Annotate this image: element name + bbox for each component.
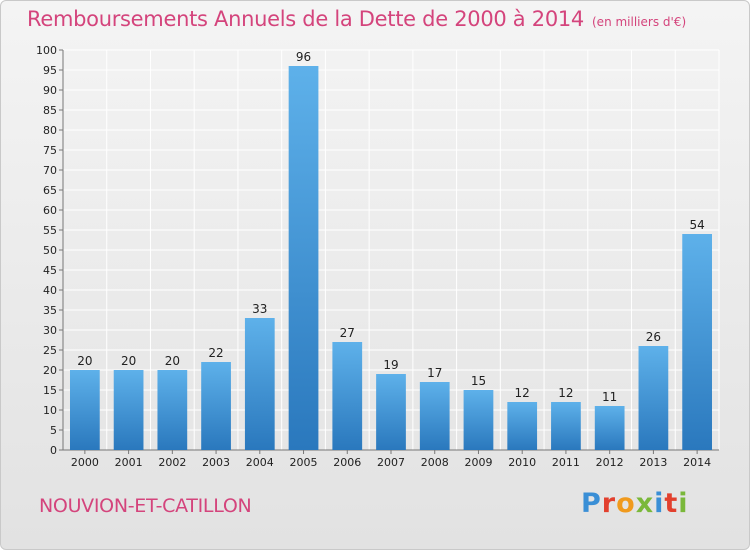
y-tick-label: 50 <box>43 244 57 257</box>
data-label: 19 <box>383 358 398 372</box>
data-label: 27 <box>340 326 355 340</box>
bar <box>419 382 450 450</box>
logo-letter: i <box>654 488 665 519</box>
logo-letter: x <box>635 488 655 519</box>
data-label: 20 <box>165 354 180 368</box>
x-tick-label: 2007 <box>377 456 405 469</box>
x-tick-label: 2012 <box>596 456 624 469</box>
data-label: 17 <box>427 366 442 380</box>
y-tick-label: 60 <box>43 204 57 217</box>
bar <box>638 346 669 450</box>
x-tick-label: 2006 <box>333 456 361 469</box>
logo-letter: i <box>678 488 689 519</box>
bar <box>682 234 713 450</box>
y-tick-label: 55 <box>43 224 57 237</box>
bar <box>507 402 538 450</box>
y-tick-label: 100 <box>36 44 57 57</box>
y-tick-label: 45 <box>43 264 57 277</box>
x-tick-label: 2011 <box>552 456 580 469</box>
x-tick-label: 2009 <box>464 456 492 469</box>
y-tick-label: 30 <box>43 324 57 337</box>
y-tick-label: 95 <box>43 64 57 77</box>
data-label: 12 <box>515 386 530 400</box>
data-label: 96 <box>296 50 311 64</box>
data-label: 11 <box>602 390 617 404</box>
x-tick-label: 2010 <box>508 456 536 469</box>
data-label: 12 <box>558 386 573 400</box>
bar <box>113 370 144 450</box>
bar <box>69 370 100 450</box>
title-unit: (en milliers d'€) <box>592 15 687 29</box>
data-label: 20 <box>77 354 92 368</box>
y-tick-label: 5 <box>50 424 57 437</box>
x-tick-label: 2013 <box>639 456 667 469</box>
bar <box>551 402 581 450</box>
bar <box>332 342 363 450</box>
y-tick-label: 90 <box>43 84 57 97</box>
bar <box>244 318 275 450</box>
y-tick-label: 10 <box>43 404 57 417</box>
y-tick-label: 0 <box>50 444 57 457</box>
title-text: Remboursements Annuels de la Dette de 20… <box>27 7 584 31</box>
logo-letter: o <box>616 488 636 519</box>
bar <box>288 66 319 450</box>
x-tick-label: 2002 <box>158 456 186 469</box>
x-tick-label: 2008 <box>421 456 449 469</box>
y-tick-label: 70 <box>43 164 57 177</box>
data-label: 20 <box>121 354 136 368</box>
data-label: 26 <box>646 330 661 344</box>
y-tick-label: 40 <box>43 284 57 297</box>
logo-letter: P <box>581 488 602 519</box>
chart-title: Remboursements Annuels de la Dette de 20… <box>27 7 686 31</box>
y-tick-label: 75 <box>43 144 57 157</box>
logo-letter: t <box>664 488 679 519</box>
proxiti-logo: Proxiti <box>581 488 689 519</box>
y-tick-label: 20 <box>43 364 57 377</box>
y-tick-label: 85 <box>43 104 57 117</box>
place-name: NOUVION-ET-CATILLON <box>39 495 252 517</box>
data-label: 54 <box>689 218 704 232</box>
bar <box>376 374 406 450</box>
y-tick-label: 35 <box>43 304 57 317</box>
x-tick-label: 2005 <box>290 456 318 469</box>
bar <box>201 362 231 450</box>
data-label: 22 <box>208 346 223 360</box>
bar <box>157 370 188 450</box>
x-tick-label: 2004 <box>246 456 274 469</box>
y-tick-label: 15 <box>43 384 57 397</box>
data-label: 33 <box>252 302 267 316</box>
x-tick-label: 2014 <box>683 456 711 469</box>
bar <box>594 406 625 450</box>
logo-letter: r <box>601 488 617 519</box>
x-tick-label: 2001 <box>115 456 143 469</box>
y-tick-label: 80 <box>43 124 57 137</box>
y-tick-label: 65 <box>43 184 57 197</box>
bar <box>463 390 494 450</box>
data-label: 15 <box>471 374 486 388</box>
y-tick-label: 25 <box>43 344 57 357</box>
x-tick-label: 2003 <box>202 456 230 469</box>
x-tick-label: 2000 <box>71 456 99 469</box>
